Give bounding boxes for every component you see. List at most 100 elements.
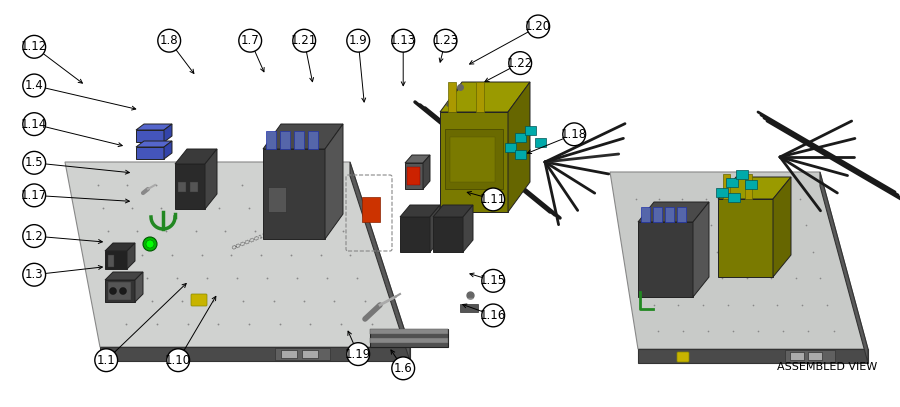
Circle shape: [482, 304, 505, 327]
Bar: [726, 178, 738, 187]
Circle shape: [292, 29, 316, 52]
Bar: [790, 352, 804, 360]
Polygon shape: [773, 177, 791, 277]
Polygon shape: [175, 164, 205, 209]
Polygon shape: [164, 124, 172, 142]
Text: 1.10: 1.10: [165, 354, 192, 367]
Bar: [460, 304, 478, 312]
Bar: [745, 174, 752, 199]
Circle shape: [143, 237, 157, 251]
Polygon shape: [127, 243, 135, 269]
Polygon shape: [136, 130, 164, 142]
Bar: [178, 182, 186, 192]
Text: 1.17: 1.17: [21, 189, 48, 202]
Polygon shape: [400, 217, 430, 252]
Polygon shape: [105, 251, 127, 269]
Polygon shape: [405, 155, 430, 163]
Polygon shape: [718, 199, 773, 277]
Circle shape: [22, 184, 46, 207]
Polygon shape: [175, 149, 217, 164]
Text: 1.7: 1.7: [241, 34, 259, 47]
Circle shape: [22, 263, 46, 286]
Circle shape: [22, 113, 46, 136]
Bar: [281, 350, 297, 358]
Circle shape: [22, 74, 46, 97]
Polygon shape: [263, 149, 325, 239]
Polygon shape: [105, 280, 135, 302]
Bar: [266, 131, 276, 149]
Text: 1.12: 1.12: [21, 40, 48, 53]
Bar: [641, 207, 650, 222]
Text: 1.9: 1.9: [349, 34, 367, 47]
Circle shape: [346, 343, 370, 365]
Text: 1.2: 1.2: [25, 230, 43, 243]
Text: ASSEMBLED VIEW: ASSEMBLED VIEW: [777, 362, 877, 372]
Circle shape: [22, 35, 46, 58]
Bar: [808, 352, 822, 360]
Bar: [723, 174, 730, 199]
Circle shape: [392, 357, 415, 380]
Text: 1.19: 1.19: [345, 348, 372, 361]
Bar: [505, 143, 516, 152]
Bar: [445, 129, 503, 189]
Circle shape: [526, 15, 550, 38]
Polygon shape: [430, 205, 440, 252]
Polygon shape: [440, 112, 508, 212]
Text: 1.5: 1.5: [25, 156, 43, 169]
Circle shape: [166, 349, 190, 372]
Bar: [515, 150, 526, 159]
Bar: [294, 131, 304, 149]
Polygon shape: [105, 272, 143, 280]
Polygon shape: [440, 82, 530, 112]
Circle shape: [22, 151, 46, 174]
Circle shape: [346, 29, 370, 52]
Text: 1.6: 1.6: [394, 362, 412, 375]
Text: 1.1: 1.1: [97, 354, 115, 367]
Bar: [448, 82, 456, 112]
Circle shape: [482, 269, 505, 292]
Polygon shape: [136, 141, 172, 147]
Polygon shape: [693, 202, 709, 297]
Polygon shape: [433, 217, 463, 252]
Bar: [736, 170, 748, 179]
Polygon shape: [638, 349, 868, 363]
Bar: [108, 255, 114, 267]
Text: 1.21: 1.21: [291, 34, 318, 47]
Bar: [728, 193, 740, 202]
Bar: [535, 138, 546, 147]
Bar: [362, 197, 380, 222]
Circle shape: [434, 29, 457, 52]
Circle shape: [94, 349, 118, 372]
Polygon shape: [105, 243, 135, 251]
Polygon shape: [638, 222, 693, 297]
FancyBboxPatch shape: [191, 294, 207, 306]
Bar: [370, 329, 448, 347]
Bar: [302, 350, 318, 358]
Bar: [280, 131, 290, 149]
Circle shape: [562, 123, 586, 146]
Polygon shape: [100, 347, 410, 361]
Bar: [450, 137, 495, 182]
Circle shape: [110, 287, 116, 295]
Bar: [108, 282, 131, 300]
Bar: [525, 126, 536, 135]
Text: 1.4: 1.4: [25, 79, 43, 92]
Bar: [190, 182, 198, 192]
Text: 1.8: 1.8: [160, 34, 178, 47]
Circle shape: [146, 240, 154, 248]
Polygon shape: [400, 205, 440, 217]
Bar: [275, 348, 330, 360]
Text: 1.20: 1.20: [525, 20, 552, 33]
Polygon shape: [820, 172, 868, 363]
Bar: [407, 167, 420, 185]
Polygon shape: [718, 177, 791, 199]
Polygon shape: [136, 147, 164, 159]
Bar: [308, 131, 318, 149]
Bar: [665, 207, 674, 222]
Circle shape: [120, 287, 127, 295]
Bar: [370, 329, 448, 334]
Polygon shape: [423, 155, 430, 189]
Bar: [745, 180, 757, 189]
Circle shape: [482, 188, 505, 211]
Circle shape: [158, 29, 181, 52]
